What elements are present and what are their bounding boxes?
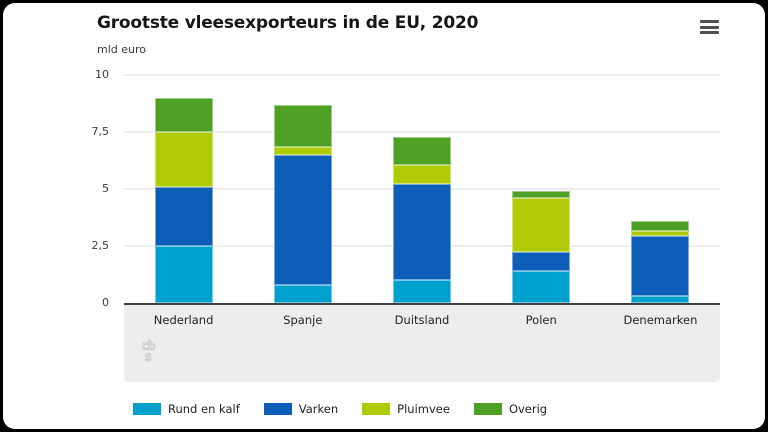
segment-varken[interactable] [273, 154, 332, 285]
y-tick-label: 5 [102, 182, 109, 195]
segment-varken[interactable] [154, 186, 213, 246]
y-tick-label: 10 [95, 68, 109, 81]
unit-label: mld euro [97, 43, 147, 56]
legend-item-varken[interactable]: Varken [263, 402, 339, 416]
segment-varken[interactable] [393, 184, 451, 281]
category-label: Nederland [153, 313, 214, 327]
segment-overig[interactable] [154, 97, 213, 133]
legend-swatch [362, 403, 391, 415]
category-label: Denemarken [623, 313, 698, 327]
legend-label: Pluimvee [397, 402, 450, 416]
y-tick-label: 2,5 [91, 239, 110, 252]
segment-varken[interactable] [631, 235, 690, 297]
segment-pluimvee[interactable] [512, 198, 571, 252]
segment-rund-en-kalf[interactable] [273, 284, 332, 303]
bar-slot-duitsland [362, 75, 481, 303]
stacked-bar-denemarken [631, 220, 690, 303]
legend: Rund en kalf Varken Pluimvee Overig [133, 402, 547, 416]
legend-swatch [263, 403, 292, 415]
bar-slot-spanje [243, 75, 362, 303]
segment-varken[interactable] [512, 251, 571, 272]
x-axis-band: Nederland Spanje Duitsland Polen Denemarken … [124, 303, 720, 382]
segment-rund-en-kalf[interactable] [393, 280, 451, 303]
category-label: Polen [525, 313, 557, 327]
bar-slot-denemarken [601, 75, 720, 303]
segment-rund-en-kalf[interactable] [154, 246, 213, 303]
gridline [124, 131, 720, 133]
segment-pluimvee[interactable] [154, 132, 213, 187]
legend-label: Varken [298, 402, 339, 416]
stacked-bar-duitsland [393, 136, 451, 303]
stacked-bar-polen [512, 191, 571, 303]
segment-pluimvee[interactable] [631, 231, 690, 236]
cbs-logo: cb s [141, 339, 156, 365]
legend-item-overig[interactable]: Overig [473, 402, 548, 416]
chart-card: Grootste vleesexporteurs in de EU, 2020 … [3, 3, 765, 429]
stacked-bar-spanje [273, 104, 332, 303]
category-labels: Nederland Spanje Duitsland Polen Denemarken [124, 313, 720, 327]
legend-swatch [133, 403, 161, 415]
plot-area [124, 74, 720, 303]
bar-slot-polen [482, 75, 601, 303]
page-title: Grootste vleesexporteurs in de EU, 2020 [97, 13, 479, 33]
legend-label: Rund en kalf [168, 402, 240, 416]
hamburger-menu-icon[interactable] [700, 20, 719, 35]
bar-slot-nederland [124, 75, 243, 303]
segment-rund-en-kalf[interactable] [512, 271, 571, 303]
segment-overig[interactable] [273, 104, 332, 147]
segment-overig[interactable] [393, 136, 451, 166]
gridline [124, 74, 720, 76]
stacked-bar-nederland [154, 97, 213, 303]
segment-overig[interactable] [512, 191, 571, 199]
y-axis-ticks: 0 2,5 5 7,5 10 [3, 68, 110, 309]
segment-pluimvee[interactable] [393, 165, 451, 185]
segment-overig[interactable] [631, 220, 690, 232]
legend-item-rund-en-kalf[interactable]: Rund en kalf [133, 402, 240, 416]
category-label: Spanje [283, 313, 323, 327]
category-label: Duitsland [394, 313, 450, 327]
y-tick-label: 0 [102, 296, 109, 309]
legend-swatch [473, 403, 502, 415]
legend-item-pluimvee[interactable]: Pluimvee [362, 402, 450, 416]
segment-pluimvee[interactable] [273, 146, 332, 155]
bars-container [124, 75, 720, 303]
y-tick-label: 7,5 [91, 125, 110, 138]
segment-rund-en-kalf[interactable] [631, 296, 690, 303]
legend-label: Overig [508, 402, 548, 416]
